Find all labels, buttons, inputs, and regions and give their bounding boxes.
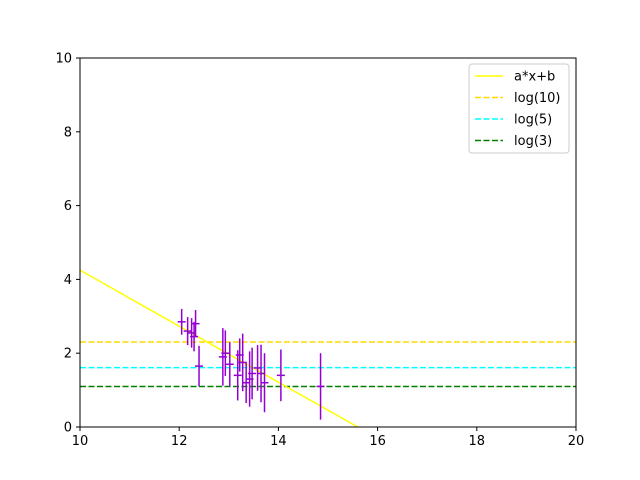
data-point-17	[257, 344, 266, 403]
data-point-12	[238, 333, 247, 392]
data-point-13	[242, 362, 251, 404]
x-tick-label: 16	[369, 434, 386, 449]
data-point-5	[191, 310, 200, 338]
data-point-16	[253, 345, 262, 391]
axes-frame	[79, 57, 577, 428]
legend-label-4: log(3)	[514, 134, 552, 149]
y-tick-label: 6	[64, 199, 72, 214]
x-tick-label: 14	[270, 434, 287, 449]
legend-box	[468, 63, 570, 154]
legend-label-3: log(5)	[514, 113, 552, 128]
data-point-2	[183, 317, 192, 346]
y-tick-label: 4	[64, 273, 72, 288]
data-point-15	[248, 347, 257, 400]
x-axis: 10 12 14 16 18 20	[72, 427, 585, 449]
x-tick-label: 12	[171, 434, 188, 449]
x-tick-label: 20	[568, 434, 585, 449]
y-tick-label: 2	[64, 347, 72, 362]
y-axis: 0 2 4 6 8 10	[55, 52, 80, 436]
data-point-20	[316, 353, 325, 420]
fit-line	[80, 269, 359, 427]
y-tick-label: 0	[64, 421, 72, 436]
y-tick-label: 10	[55, 52, 72, 67]
legend-label-1: a*x+b	[514, 70, 555, 85]
data-point-6	[195, 345, 204, 387]
data-point-10	[233, 350, 242, 401]
x-tick-label: 18	[469, 434, 486, 449]
data-point-19	[276, 349, 285, 402]
data-point-18	[260, 353, 269, 413]
y-tick-label: 8	[64, 125, 72, 140]
data-point-9	[225, 342, 234, 387]
legend-label-2: log(10)	[514, 91, 561, 106]
data-point-8	[221, 330, 230, 377]
data-point-1	[177, 308, 186, 335]
plot-area	[80, 269, 576, 427]
legend: a*x+b log(10) log(5) log(3)	[468, 63, 570, 154]
x-tick-label: 10	[72, 434, 89, 449]
data-point-4	[190, 321, 199, 352]
